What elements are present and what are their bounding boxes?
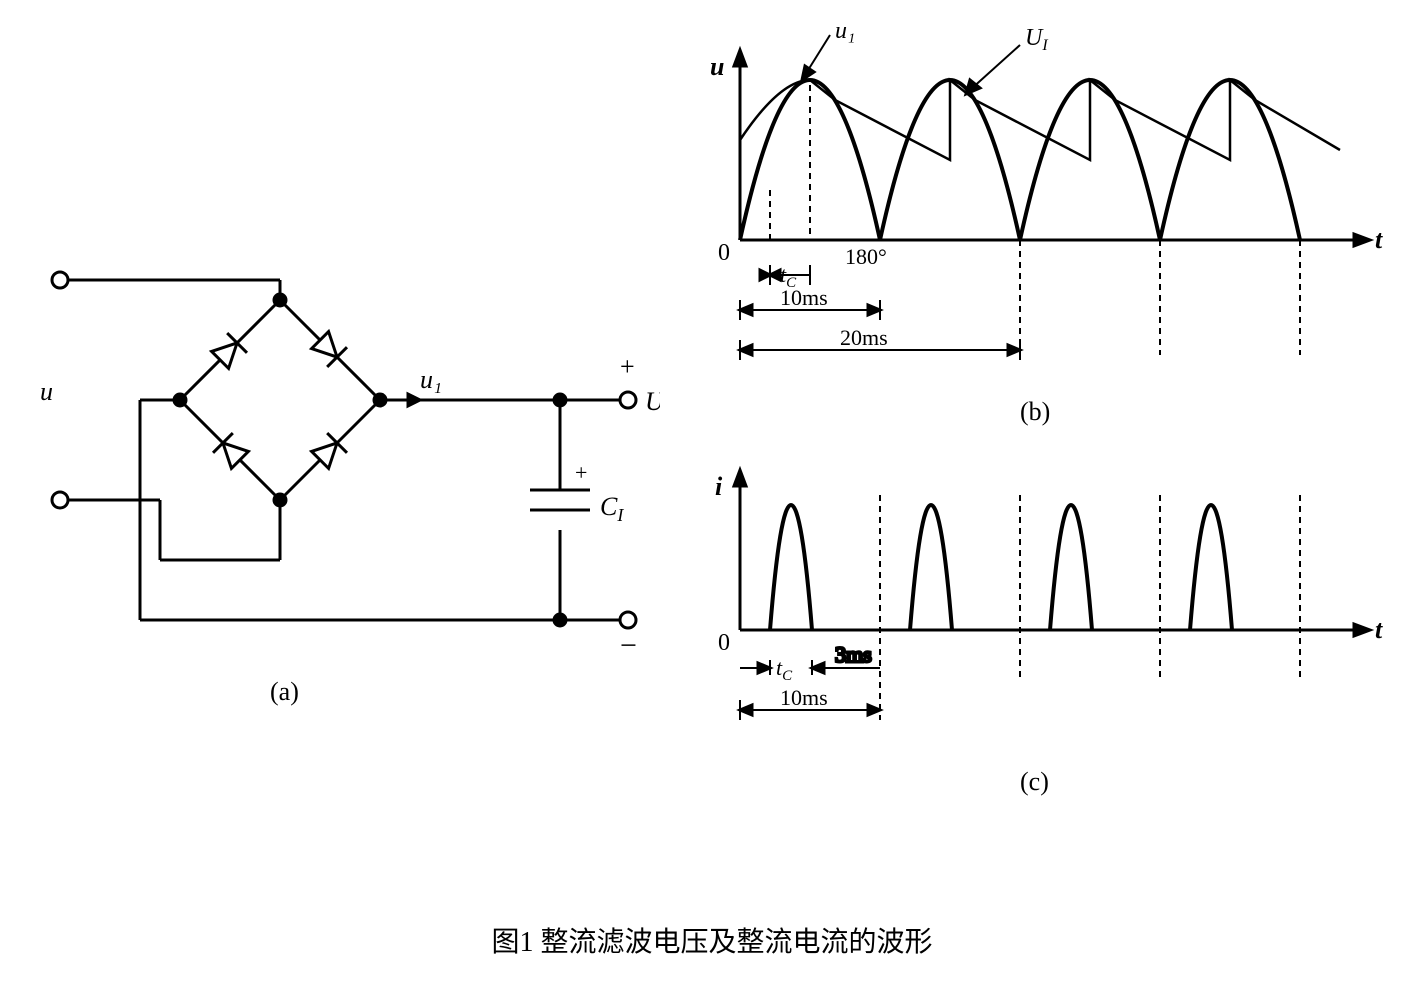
axis-t-label-c: t xyxy=(1375,615,1383,644)
label-UI: UI xyxy=(645,387,660,420)
current-waveform: 3ms i t 0 tC 10ms (c) xyxy=(680,450,1400,830)
sublabel-b: (b) xyxy=(1020,397,1050,426)
label-plus-out: + xyxy=(620,352,635,381)
label-CI: CI xyxy=(600,492,624,525)
circuit-diagram: u u₁ + UI − + CI (a) xyxy=(20,200,660,720)
annot-10ms-c: 10ms xyxy=(780,685,828,710)
annot-180deg: 180° xyxy=(845,244,887,269)
sublabel-a: (a) xyxy=(270,677,299,706)
axis-t-label-b: t xyxy=(1375,225,1383,254)
origin-0-c: 0 xyxy=(718,630,730,656)
axis-u-label: u xyxy=(710,52,724,81)
voltage-waveform: u t 0 u₁ UI 180° tC 10ms 20ms (b) xyxy=(680,20,1400,440)
annot-3ms: 3ms xyxy=(835,642,872,667)
sublabel-c: (c) xyxy=(1020,767,1049,796)
label-cap-plus: + xyxy=(575,460,587,485)
axis-i-label: i xyxy=(715,472,723,501)
annot-10ms-b: 10ms xyxy=(780,285,828,310)
input-terminal-top xyxy=(52,272,68,288)
label-minus-out: − xyxy=(620,629,637,662)
annot-20ms: 20ms xyxy=(840,325,888,350)
annot-u1: u₁ xyxy=(835,20,855,44)
label-u1: u₁ xyxy=(420,365,442,394)
figure-caption: 图1 整流滤波电压及整流电流的波形 xyxy=(20,920,1404,960)
origin-0-b: 0 xyxy=(718,240,730,266)
annot-tc-c: tC xyxy=(776,655,793,684)
input-terminal-bottom xyxy=(52,492,68,508)
output-terminal-bottom xyxy=(620,612,636,628)
label-u-in: u xyxy=(40,377,53,406)
output-terminal-top xyxy=(620,392,636,408)
annot-UI: UI xyxy=(1025,25,1048,54)
figure-container: u u₁ + UI − + CI (a) xyxy=(20,20,1404,969)
u1-arrow xyxy=(408,394,420,406)
